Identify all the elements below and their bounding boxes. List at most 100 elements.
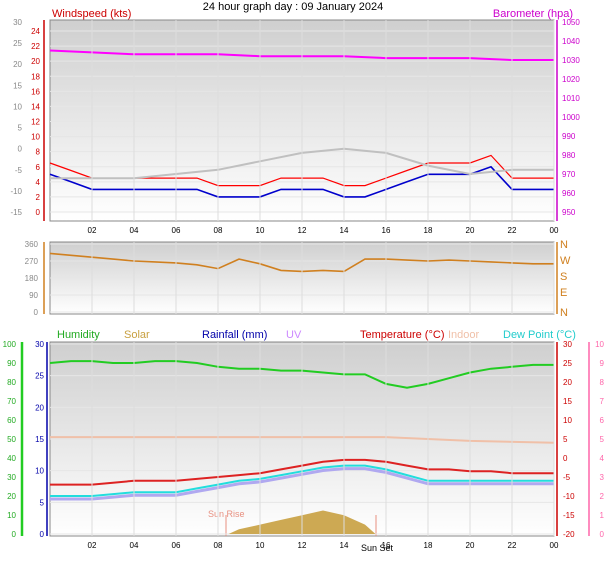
x-tick-label-3: 22 (508, 541, 517, 550)
tick-label-temp: 25 (563, 359, 572, 368)
tick-label-rain: 0 (40, 530, 45, 539)
legend-uv: UV (286, 329, 302, 341)
tick-label-wind: 12 (31, 118, 40, 127)
x-tick-label-1: 04 (130, 226, 139, 235)
tick-label-uv: 4 (600, 454, 605, 463)
x-tick-label-1: 14 (340, 226, 349, 235)
x-tick-label-3: 08 (214, 541, 223, 550)
tick-label-baro: 1010 (562, 94, 580, 103)
tick-label-wind: 8 (36, 148, 41, 157)
tick-label-humidity: 90 (7, 359, 16, 368)
tick-label-uv: 0 (600, 530, 605, 539)
tick-label-baro: 970 (562, 170, 576, 179)
tick-label-wind: 16 (31, 87, 40, 96)
tick-label-wind: 14 (31, 102, 40, 111)
tick-label-outer: -5 (15, 166, 23, 175)
tick-label-humidity: 20 (7, 492, 16, 501)
tick-label-temp: -15 (563, 511, 575, 520)
x-tick-label-1: 16 (382, 226, 391, 235)
tick-label-uv: 3 (600, 473, 605, 482)
tick-label-baro: 1050 (562, 18, 580, 27)
tick-label-humidity: 30 (7, 473, 16, 482)
tick-label-temp: -20 (563, 530, 575, 539)
tick-label-humidity: 80 (7, 378, 16, 387)
tick-label-wind: 0 (36, 208, 41, 217)
tick-label-dir: 90 (29, 291, 38, 300)
tick-label-compass: W (560, 255, 571, 267)
tick-label-uv: 7 (600, 397, 605, 406)
x-tick-label-1: 06 (172, 226, 181, 235)
tick-label-outer: 20 (13, 60, 22, 69)
tick-label-rain: 5 (40, 498, 45, 507)
tick-label-outer: 15 (13, 81, 22, 90)
tick-label-rain: 15 (35, 435, 44, 444)
x-tick-label-1: 22 (508, 226, 517, 235)
x-tick-label-1: 20 (466, 226, 475, 235)
tick-label-rain: 30 (35, 340, 44, 349)
x-tick-label-1: 02 (88, 226, 97, 235)
tick-label-dir: 0 (34, 308, 39, 317)
legend-temperature: Temperature (°C) (360, 329, 444, 341)
tick-label-wind: 10 (31, 133, 40, 142)
tick-label-baro: 960 (562, 189, 576, 198)
tick-label-dir: 270 (25, 257, 39, 266)
legend-solar: Solar (124, 329, 150, 341)
tick-label-baro: 1040 (562, 37, 580, 46)
x-tick-label-3: 00 (550, 541, 559, 550)
tick-label-wind: 2 (36, 193, 41, 202)
tick-label-uv: 8 (600, 378, 605, 387)
tick-label-temp: 20 (563, 378, 572, 387)
x-tick-label-3: 20 (466, 541, 475, 550)
x-tick-label-1: 18 (424, 226, 433, 235)
tick-label-temp: -10 (563, 492, 575, 501)
tick-label-temp: 15 (563, 397, 572, 406)
tick-label-outer: 25 (13, 39, 22, 48)
tick-label-baro: 1000 (562, 113, 580, 122)
x-tick-label-3: 02 (88, 541, 97, 550)
tick-label-compass: S (560, 271, 567, 283)
x-tick-label-1: 10 (256, 226, 265, 235)
x-tick-label-1: 08 (214, 226, 223, 235)
tick-label-compass: E (560, 287, 567, 299)
tick-label-humidity: 100 (3, 340, 17, 349)
tick-label-uv: 2 (600, 492, 605, 501)
x-tick-label-3: 10 (256, 541, 265, 550)
tick-label-outer: 5 (18, 124, 23, 133)
tick-label-temp: -5 (563, 473, 571, 482)
tick-label-humidity: 60 (7, 416, 16, 425)
x-tick-label-3: 06 (172, 541, 181, 550)
tick-label-uv: 6 (600, 416, 605, 425)
tick-label-temp: 30 (563, 340, 572, 349)
tick-label-wind: 24 (31, 27, 40, 36)
legend-indoor: Indoor (448, 329, 480, 341)
tick-label-dir: 360 (25, 240, 39, 249)
tick-label-outer: 30 (13, 18, 22, 27)
tick-label-uv: 9 (600, 359, 605, 368)
tick-label-rain: 25 (35, 372, 44, 381)
barometer-axis-label: Barometer (hpa) (493, 8, 573, 20)
tick-label-wind: 20 (31, 57, 40, 66)
legend-rainfall: Rainfall (mm) (202, 329, 267, 341)
x-tick-label-3: 12 (298, 541, 307, 550)
tick-label-baro: 990 (562, 132, 576, 141)
tick-label-wind: 22 (31, 42, 40, 51)
tick-label-humidity: 10 (7, 511, 16, 520)
tick-label-outer: -15 (10, 208, 22, 217)
tick-label-wind: 4 (36, 178, 41, 187)
tick-label-uv: 10 (595, 340, 604, 349)
tick-label-temp: 10 (563, 416, 572, 425)
tick-label-rain: 10 (35, 467, 44, 476)
chart-title: 24 hour graph day : 09 January 2024 (203, 1, 383, 13)
x-tick-label-3: 18 (424, 541, 433, 550)
windspeed-axis-label: Windspeed (kts) (52, 8, 131, 20)
x-tick-label-1: 12 (298, 226, 307, 235)
tick-label-uv: 5 (600, 435, 605, 444)
x-tick-label-3: 14 (340, 541, 349, 550)
tick-label-baro: 1030 (562, 56, 580, 65)
tick-label-temp: 5 (563, 435, 568, 444)
tick-label-humidity: 0 (12, 530, 17, 539)
tick-label-humidity: 70 (7, 397, 16, 406)
legend-dewpoint: Dew Point (°C) (503, 329, 576, 341)
tick-label-wind: 6 (36, 163, 41, 172)
